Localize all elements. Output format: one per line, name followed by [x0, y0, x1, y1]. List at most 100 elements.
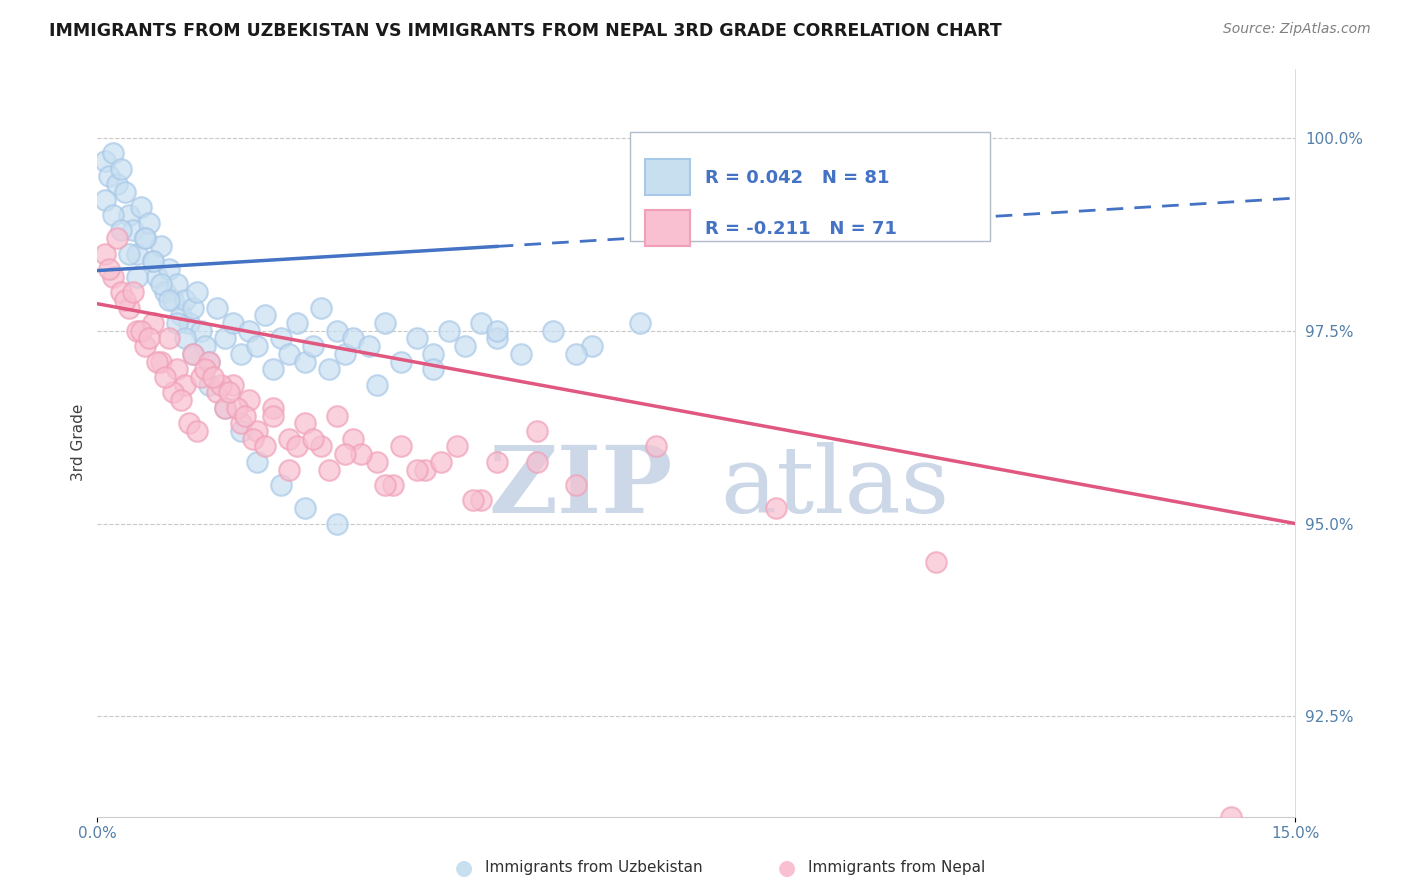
Point: [118, 246, 141, 260]
Point: [309, 439, 332, 453]
Point: [246, 339, 269, 353]
Point: [146, 269, 169, 284]
Point: [302, 339, 325, 353]
Text: ●: ●: [779, 858, 796, 878]
FancyBboxPatch shape: [630, 132, 990, 241]
Point: [229, 417, 252, 431]
Point: [254, 439, 277, 453]
Point: [214, 331, 236, 345]
Point: [326, 324, 349, 338]
Point: [202, 370, 225, 384]
Point: [294, 417, 316, 431]
Point: [190, 370, 212, 384]
Point: [309, 301, 332, 315]
Point: [166, 277, 188, 292]
Text: Immigrants from Uzbekistan: Immigrants from Uzbekistan: [485, 861, 703, 875]
Point: [437, 324, 460, 338]
Point: [485, 331, 508, 345]
Point: [254, 308, 277, 322]
Point: [155, 285, 177, 300]
Text: R = 0.042   N = 81: R = 0.042 N = 81: [704, 169, 889, 186]
Point: [366, 455, 388, 469]
Point: [103, 146, 125, 161]
Point: [238, 393, 260, 408]
Point: [262, 409, 284, 423]
Point: [205, 301, 228, 315]
Point: [150, 239, 173, 253]
Point: [422, 347, 444, 361]
Point: [229, 424, 252, 438]
Point: [485, 324, 508, 338]
Point: [333, 447, 356, 461]
Point: [526, 424, 548, 438]
Point: [190, 324, 212, 338]
Text: ●: ●: [456, 858, 472, 878]
Point: [925, 555, 948, 569]
Point: [103, 208, 125, 222]
Point: [110, 223, 132, 237]
Point: [470, 316, 492, 330]
Point: [218, 385, 240, 400]
Point: [453, 339, 475, 353]
Point: [134, 231, 156, 245]
Point: [170, 393, 193, 408]
Point: [110, 285, 132, 300]
Point: [581, 339, 603, 353]
Point: [127, 324, 149, 338]
Point: [122, 223, 145, 237]
Point: [246, 455, 269, 469]
Point: [278, 347, 301, 361]
Point: [166, 362, 188, 376]
Point: [98, 262, 121, 277]
Point: [186, 424, 208, 438]
Point: [166, 316, 188, 330]
Point: [318, 362, 340, 376]
Point: [134, 339, 156, 353]
Point: [174, 377, 197, 392]
Point: [278, 462, 301, 476]
Point: [179, 316, 201, 330]
Point: [270, 331, 292, 345]
Point: [146, 354, 169, 368]
Point: [485, 455, 508, 469]
Point: [170, 308, 193, 322]
Point: [509, 347, 531, 361]
Point: [326, 516, 349, 531]
Point: [105, 178, 128, 192]
Point: [246, 424, 269, 438]
Point: [179, 417, 201, 431]
Point: [205, 385, 228, 400]
Bar: [645, 210, 690, 246]
Point: [270, 478, 292, 492]
Point: [174, 331, 197, 345]
Point: [194, 362, 217, 376]
Point: [127, 269, 149, 284]
Point: [129, 324, 152, 338]
Point: [645, 439, 668, 453]
Point: [541, 324, 564, 338]
Point: [357, 339, 380, 353]
Point: [294, 501, 316, 516]
Point: [222, 377, 245, 392]
Point: [94, 246, 117, 260]
Point: [118, 208, 141, 222]
Point: [413, 462, 436, 476]
Point: [150, 354, 173, 368]
Point: [94, 193, 117, 207]
Point: [181, 347, 204, 361]
Point: [333, 347, 356, 361]
Bar: [645, 159, 690, 195]
Point: [285, 316, 308, 330]
Point: [350, 447, 373, 461]
Point: [389, 439, 412, 453]
Point: [318, 462, 340, 476]
Point: [222, 316, 245, 330]
Point: [278, 432, 301, 446]
Text: Immigrants from Nepal: Immigrants from Nepal: [808, 861, 986, 875]
Point: [198, 377, 221, 392]
Point: [162, 293, 184, 307]
Point: [342, 331, 364, 345]
Point: [127, 246, 149, 260]
Point: [229, 347, 252, 361]
Point: [142, 316, 165, 330]
